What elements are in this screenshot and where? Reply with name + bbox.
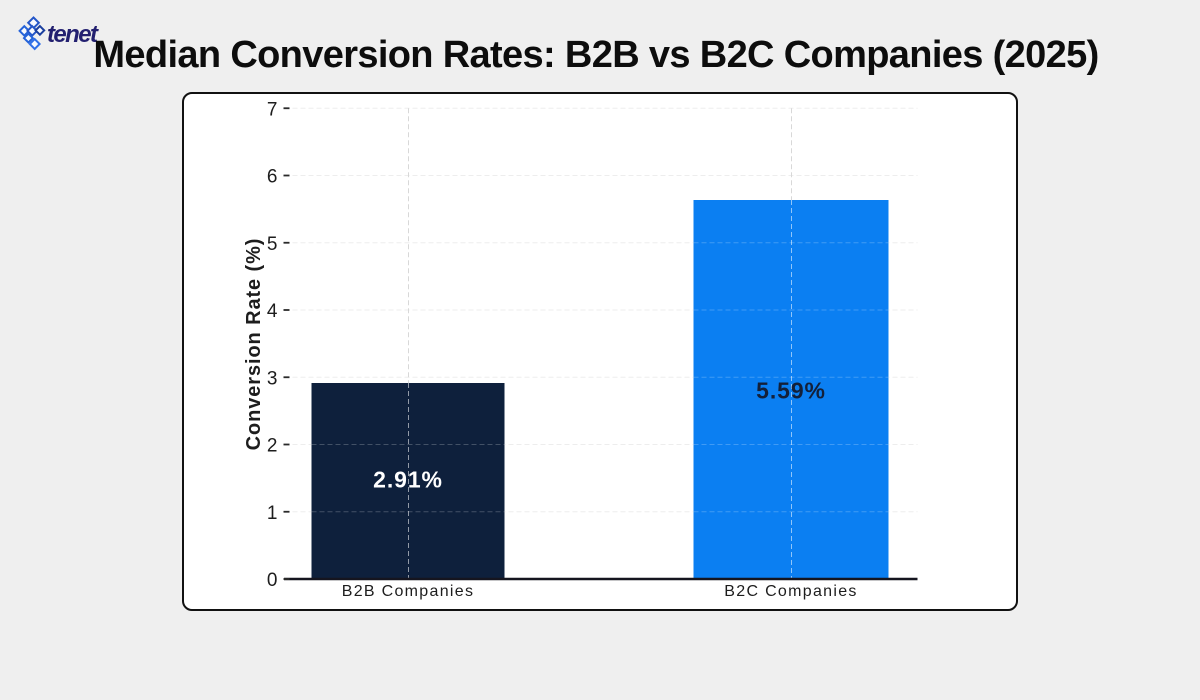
svg-text:5: 5 [267,234,278,255]
svg-text:2: 2 [267,436,278,457]
svg-text:6: 6 [267,167,278,188]
svg-text:0: 0 [267,570,278,591]
svg-text:4: 4 [267,301,278,322]
svg-text:5.59%: 5.59% [756,378,826,404]
svg-text:B2C Companies: B2C Companies [724,583,857,600]
svg-text:7: 7 [267,99,278,120]
svg-text:B2B Companies: B2B Companies [342,583,475,600]
svg-text:1: 1 [267,503,278,524]
svg-text:2.91%: 2.91% [373,467,443,493]
svg-text:Conversion Rate (%): Conversion Rate (%) [243,238,265,451]
svg-text:3: 3 [267,368,278,389]
